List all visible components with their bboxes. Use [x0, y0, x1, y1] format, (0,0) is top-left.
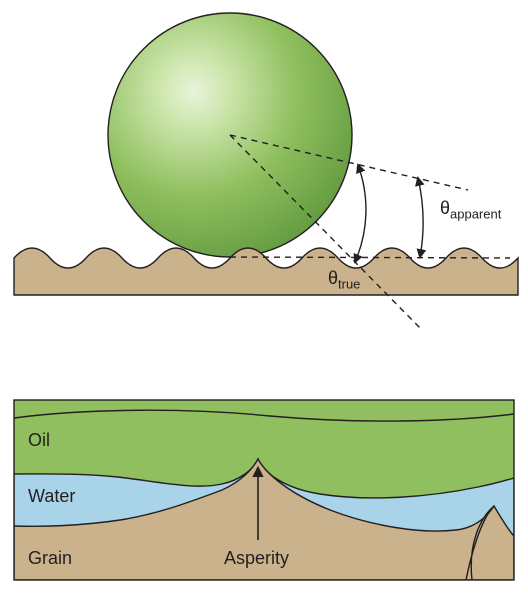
theta-apparent-symbol: θ — [440, 198, 450, 218]
theta-true-symbol: θ — [328, 268, 338, 288]
theta-apparent-arc — [418, 178, 423, 257]
grain-label: Grain — [28, 548, 72, 569]
theta-apparent-sub: apparent — [450, 207, 501, 222]
theta-true-label: θtrue — [328, 268, 360, 292]
theta-true-arc — [355, 165, 366, 262]
oil-label: Oil — [28, 430, 50, 451]
theta-true-sub: true — [338, 277, 360, 292]
rough-surface — [14, 248, 518, 295]
asperity-label: Asperity — [224, 548, 289, 569]
theta-apparent-label: θapparent — [440, 198, 501, 222]
water-label: Water — [28, 486, 75, 507]
